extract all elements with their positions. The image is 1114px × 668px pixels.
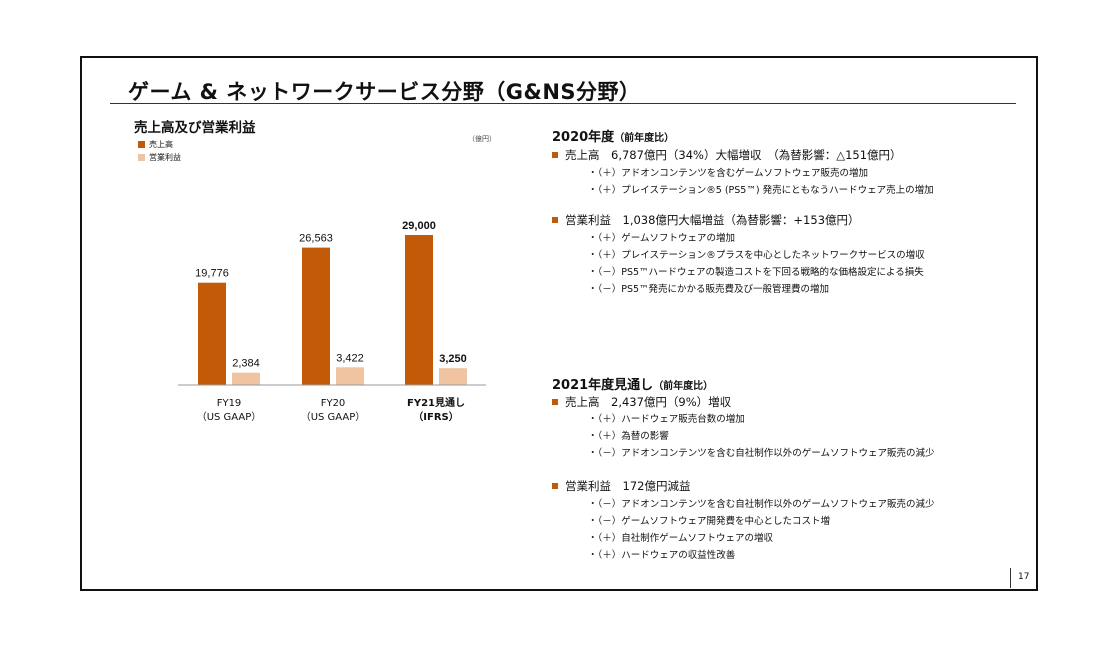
data-label: 29,000 xyxy=(402,220,436,232)
data-label: 2,384 xyxy=(232,358,260,370)
fy2021-profit-line: 営業利益 172億円減益 xyxy=(552,478,690,494)
category-label: FY21見通し xyxy=(407,397,465,409)
fy2020-sales-text: 売上高 6,787億円（34%）大幅増収 （為替影響：△151億円） xyxy=(565,148,902,162)
legend-label-sales: 売上高 xyxy=(149,140,173,149)
page-number-divider xyxy=(1010,568,1011,588)
fy2021-heading: 2021年度見通し（前年度比） xyxy=(552,374,713,393)
square-bullet-icon xyxy=(552,217,558,223)
bar-profit xyxy=(232,372,260,385)
bar-sales xyxy=(198,282,226,385)
square-bullet-icon xyxy=(552,152,558,158)
legend-item-profit: 営業利益 xyxy=(138,151,181,164)
fy2021-sales-text: 売上高 2,437億円（9%）増収 xyxy=(565,395,732,409)
fy2021-sales-item: ・（＋）為替の影響 xyxy=(588,431,669,442)
fy2021-sales-item: ・（＋）ハードウェア販売台数の増加 xyxy=(588,414,745,425)
legend-swatch-sales xyxy=(138,141,145,148)
fy2020-heading: 2020年度（前年度比） xyxy=(552,126,674,145)
fy2020-sales-line: 売上高 6,787億円（34%）大幅増収 （為替影響：△151億円） xyxy=(552,147,902,163)
fy2020-sales-item: ・（＋）プレイステーション®5 (PS5™) 発売にともなうハードウェア売上の増… xyxy=(588,185,934,196)
fy2021-sales-line: 売上高 2,437億円（9%）増収 xyxy=(552,394,731,410)
fy2021-heading-note: （前年度比） xyxy=(653,381,714,392)
fy2020-profit-item: ・（－）PS5™ハードウェアの製造コストを下回る戦略的な価格設定による損失 xyxy=(588,267,924,278)
fy2021-profit-item: ・（＋）ハードウェアの収益性改善 xyxy=(588,550,736,561)
fy2021-sales-item: ・（－）アドオンコンテンツを含む自社制作以外のゲームソフトウェア販売の減少 xyxy=(588,448,935,459)
data-label: 26,563 xyxy=(299,233,333,245)
chart-unit: （億円） xyxy=(468,135,496,143)
bar-sales xyxy=(302,247,330,385)
data-label: 19,776 xyxy=(195,268,229,280)
category-label: FY20 xyxy=(321,398,346,409)
category-label: FY19 xyxy=(217,398,242,409)
chart-legend: 売上高 営業利益 xyxy=(138,138,181,164)
chart-heading: 売上高及び営業利益 xyxy=(134,120,256,136)
category-sublabel: （IFRS） xyxy=(413,410,458,423)
title-divider xyxy=(110,103,1016,104)
fy2021-profit-text: 営業利益 172億円減益 xyxy=(565,479,691,493)
fy2020-sales-item: ・（＋）アドオンコンテンツを含むゲームソフトウェア販売の増加 xyxy=(588,168,868,179)
fy2020-profit-item: ・（＋）ゲームソフトウェアの増加 xyxy=(588,233,735,244)
fy2021-profit-item: ・（＋）自社制作ゲームソフトウェアの増収 xyxy=(588,533,773,544)
category-sublabel: （US GAAP） xyxy=(301,411,366,423)
fy2020-profit-item: ・（－）PS5™発売にかかる販売費及び一般管理費の増加 xyxy=(588,284,830,295)
slide: ゲーム & ネットワークサービス分野（G&NS分野） 売上高及び営業利益 売上高… xyxy=(80,56,1038,591)
square-bullet-icon xyxy=(552,399,558,405)
fy2020-heading-text: 2020年度 xyxy=(552,130,615,145)
fy2020-profit-text: 営業利益 1,038億円大幅増益（為替影響：+153億円） xyxy=(565,213,860,227)
bar-chart: 19,776 2,384 FY19 （US GAAP） 26,563 3,422 FY20 （… xyxy=(178,220,486,423)
bar-profit xyxy=(439,368,467,385)
fy2020-heading-note: （前年度比） xyxy=(614,133,675,144)
data-label: 3,250 xyxy=(439,353,467,365)
category-sublabel: （US GAAP） xyxy=(197,411,262,423)
fy2020-profit-item: ・（＋）プレイステーション®プラスを中心としたネットワークサービスの増収 xyxy=(588,250,925,261)
legend-item-sales: 売上高 xyxy=(138,138,181,151)
fy2021-heading-text: 2021年度見通し xyxy=(552,378,654,393)
bar-sales xyxy=(405,235,433,385)
legend-label-profit: 営業利益 xyxy=(149,153,181,162)
fy2021-profit-item: ・（－）アドオンコンテンツを含む自社制作以外のゲームソフトウェア販売の減少 xyxy=(588,499,935,510)
square-bullet-icon xyxy=(552,483,558,489)
page-number: 17 xyxy=(1018,572,1030,582)
fy2021-profit-item: ・（－）ゲームソフトウェア開発費を中心としたコスト増 xyxy=(588,516,830,527)
legend-swatch-profit xyxy=(138,154,145,161)
bar-profit xyxy=(336,367,364,385)
data-label: 3,422 xyxy=(336,352,364,364)
page-title: ゲーム & ネットワークサービス分野（G&NS分野） xyxy=(128,80,641,104)
fy2020-profit-line: 営業利益 1,038億円大幅増益（為替影響：+153億円） xyxy=(552,212,860,228)
